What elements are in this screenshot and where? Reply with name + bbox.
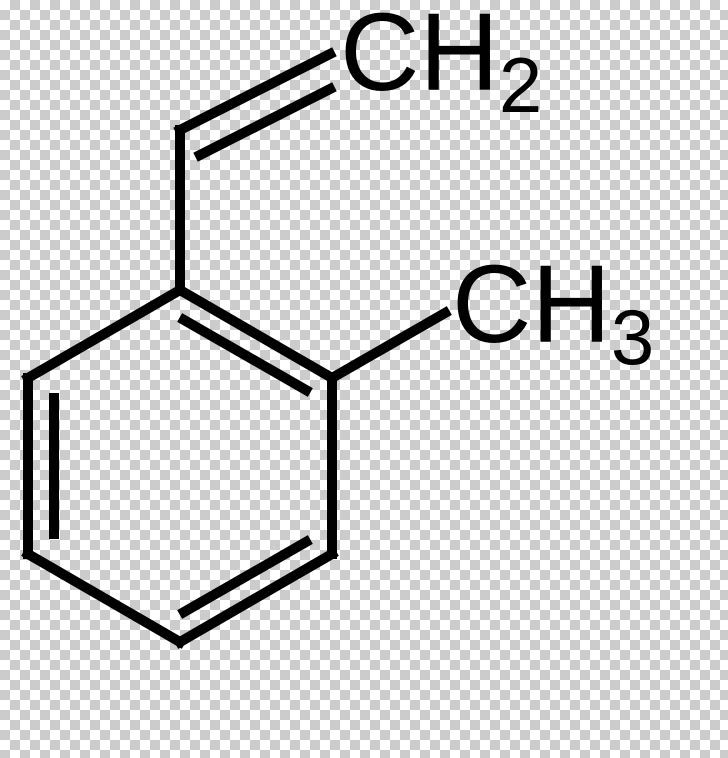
ch2-label: CH2 — [340, 0, 542, 129]
methyl-group — [332, 313, 445, 378]
ch3-label: CH3 — [452, 243, 654, 381]
ch3-main: CH — [452, 243, 611, 366]
ch3-sub: 3 — [611, 293, 654, 381]
benzene-ring — [28, 290, 332, 642]
molecule-diagram: CH2 CH3 — [0, 0, 728, 758]
vinyl-group — [180, 54, 330, 290]
ch2-sub: 2 — [499, 41, 542, 129]
ch2-main: CH — [340, 0, 499, 114]
